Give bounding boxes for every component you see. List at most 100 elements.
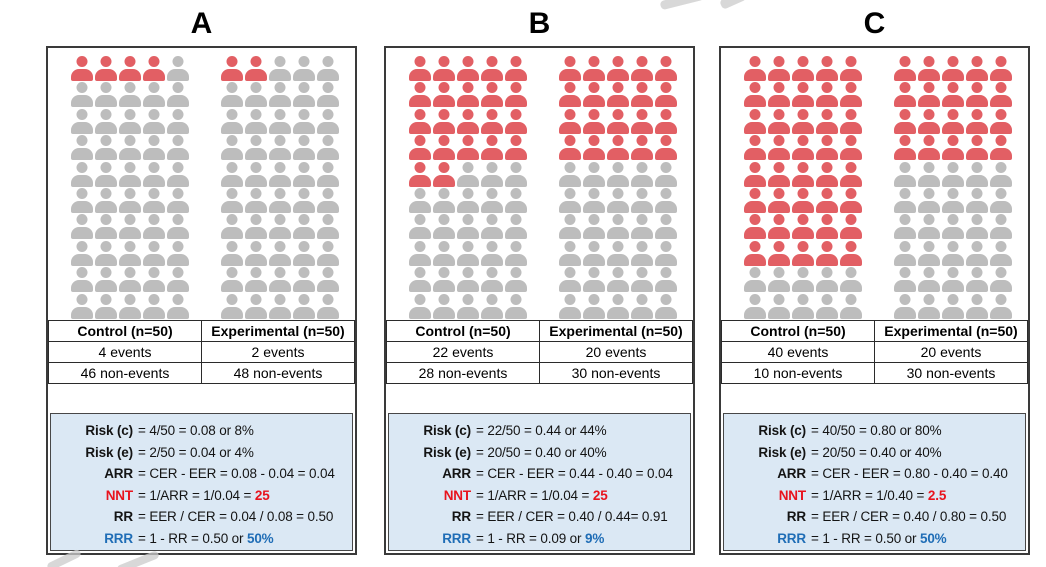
- calc-row: RR = EER / CER = 0.04 / 0.08 = 0.50: [51, 506, 352, 528]
- person-icon-non-event: [245, 267, 267, 292]
- person-icon-event: [481, 56, 503, 81]
- person-icon-non-event: [990, 214, 1012, 239]
- person-icon-non-event: [293, 188, 315, 213]
- person-icon-event: [457, 135, 479, 160]
- person-icon-event: [768, 109, 790, 134]
- person-icon-event: [631, 109, 653, 134]
- person-icon-non-event: [143, 294, 165, 319]
- person-icon-non-event: [942, 214, 964, 239]
- person-icon-event: [768, 162, 790, 187]
- calc-label: RRR: [442, 530, 471, 546]
- person-icon-event: [840, 162, 862, 187]
- results-table: Control (n=50) Experimental (n=50) 22 even…: [386, 320, 693, 384]
- person-icon-non-event: [95, 135, 117, 160]
- person-icon-non-event: [966, 162, 988, 187]
- person-icon-non-event: [317, 109, 339, 134]
- calc-value: = 4/50 = 0.08 or 8%: [138, 423, 254, 438]
- panel-a: A Control (n=50) Experimental (n=50) 4 even…: [46, 2, 357, 555]
- person-icon-non-event: [269, 162, 291, 187]
- table-cell: 10 non-events: [721, 362, 875, 384]
- person-icon-event: [433, 162, 455, 187]
- table-cell: 30 non-events: [539, 362, 693, 384]
- person-icon-event: [840, 56, 862, 81]
- person-icon-non-event: [457, 267, 479, 292]
- calc-label: RRR: [777, 530, 806, 546]
- person-icon-non-event: [71, 109, 93, 134]
- person-icon-non-event: [167, 241, 189, 266]
- person-icon-non-event: [655, 294, 677, 319]
- person-icon-non-event: [245, 109, 267, 134]
- person-icon-non-event: [71, 188, 93, 213]
- person-icon-non-event: [505, 267, 527, 292]
- person-icon-non-event: [505, 214, 527, 239]
- calc-value: = 20/50 = 0.40 or 40%: [476, 444, 607, 460]
- person-icon-non-event: [293, 109, 315, 134]
- person-icon-event: [894, 135, 916, 160]
- person-icon-non-event: [768, 267, 790, 292]
- table-cell: 2 events: [201, 341, 355, 363]
- results-table: Control (n=50) Experimental (n=50) 4 event…: [48, 320, 355, 384]
- person-icon-event: [433, 56, 455, 81]
- person-icon-non-event: [71, 241, 93, 266]
- table-cell: 20 events: [539, 341, 693, 363]
- person-icon-non-event: [119, 82, 141, 107]
- person-icon-non-event: [607, 294, 629, 319]
- person-icon-event: [457, 109, 479, 134]
- person-icon-non-event: [71, 294, 93, 319]
- calc-label: Risk (e): [758, 444, 806, 460]
- person-icon-non-event: [409, 267, 431, 292]
- person-icon-non-event: [143, 82, 165, 107]
- person-icon-non-event: [293, 162, 315, 187]
- calc-label: RR: [113, 509, 133, 524]
- person-icon-event: [918, 56, 940, 81]
- person-icon-non-event: [918, 241, 940, 266]
- person-icon-non-event: [607, 162, 629, 187]
- person-icon-event: [942, 109, 964, 134]
- person-icon-non-event: [143, 214, 165, 239]
- icon-grid-control: [70, 56, 190, 320]
- calc-row: RRR = 1 - RR = 0.50 or 50%: [724, 528, 1025, 550]
- person-icon-non-event: [583, 188, 605, 213]
- person-icon-non-event: [990, 188, 1012, 213]
- person-icon-event: [942, 82, 964, 107]
- person-icon-non-event: [221, 188, 243, 213]
- person-icon-non-event: [990, 267, 1012, 292]
- person-icon-non-event: [95, 294, 117, 319]
- calc-row: Risk (c) = 40/50 = 0.80 or 80%: [724, 420, 1025, 442]
- person-icon-non-event: [269, 109, 291, 134]
- icon-grid-control: [743, 56, 863, 320]
- person-icon-non-event: [245, 241, 267, 266]
- calc-row: ARR = CER - EER = 0.44 - 0.40 = 0.04: [389, 463, 690, 485]
- calc-label: ARR: [442, 466, 471, 481]
- table-header-row: Control (n=50) Experimental (n=50): [721, 320, 1028, 342]
- person-icon-non-event: [221, 82, 243, 107]
- person-icon-non-event: [505, 188, 527, 213]
- panel-box-c: Control (n=50) Experimental (n=50) 40 even…: [719, 46, 1030, 555]
- person-icon-non-event: [655, 241, 677, 266]
- calc-value: = EER / CER = 0.40 / 0.80 = 0.50: [811, 509, 1007, 524]
- person-icon-event: [816, 188, 838, 213]
- person-icon-non-event: [95, 241, 117, 266]
- person-icon-non-event: [631, 188, 653, 213]
- person-icon-non-event: [481, 214, 503, 239]
- calc-value: = 1 - RR = 0.50 or: [811, 530, 920, 546]
- person-icon-non-event: [792, 294, 814, 319]
- person-icon-non-event: [95, 109, 117, 134]
- table-header-cell: Experimental (n=50): [201, 320, 355, 342]
- person-icon-event: [990, 56, 1012, 81]
- calc-value: = CER - EER = 0.08 - 0.04 = 0.04: [138, 466, 335, 481]
- icon-array-area: [721, 48, 1028, 320]
- person-icon-non-event: [559, 162, 581, 187]
- person-icon-non-event: [221, 267, 243, 292]
- person-icon-non-event: [269, 267, 291, 292]
- person-icon-event: [744, 241, 766, 266]
- person-icon-non-event: [655, 162, 677, 187]
- person-icon-event: [918, 109, 940, 134]
- person-icon-non-event: [143, 267, 165, 292]
- person-icon-non-event: [119, 267, 141, 292]
- person-icon-non-event: [918, 162, 940, 187]
- spacer: [721, 384, 1028, 413]
- icon-grid-experimental: [558, 56, 678, 320]
- person-icon-event: [481, 82, 503, 107]
- person-icon-non-event: [607, 267, 629, 292]
